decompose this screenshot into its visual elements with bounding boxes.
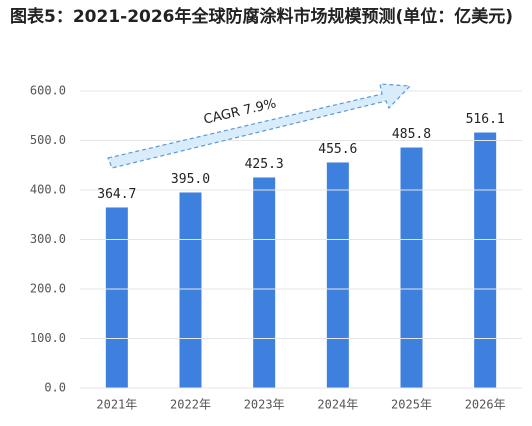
value-label: 516.1 <box>466 112 505 127</box>
bar <box>179 192 202 388</box>
bar <box>326 162 349 388</box>
y-tick-label: 100.0 <box>30 331 66 345</box>
bar <box>105 207 128 388</box>
bar <box>400 147 423 388</box>
x-tick-label: 2023年 <box>244 398 285 412</box>
y-tick-label: 200.0 <box>30 282 66 296</box>
x-tick-label: 2025年 <box>391 398 432 412</box>
value-label: 364.7 <box>97 187 136 202</box>
value-label: 395.0 <box>171 172 210 187</box>
x-tick-label: 2024年 <box>317 398 358 412</box>
y-tick-label: 0.0 <box>44 381 66 395</box>
y-tick-label: 300.0 <box>30 232 66 246</box>
x-tick-label: 2022年 <box>170 398 211 412</box>
bar <box>474 132 497 388</box>
x-tick-label: 2021年 <box>96 398 137 412</box>
value-label: 455.6 <box>318 142 357 157</box>
y-tick-label: 400.0 <box>30 183 66 197</box>
x-tick-label: 2026年 <box>465 398 506 412</box>
y-tick-label: 500.0 <box>30 133 66 147</box>
bar <box>253 177 276 388</box>
value-label: 485.8 <box>392 127 431 142</box>
value-label: 425.3 <box>245 157 284 172</box>
chart-title: 图表5：2021-2026年全球防腐涂料市场规模预测(单位：亿美元) <box>10 7 514 27</box>
y-tick-label: 600.0 <box>30 84 66 98</box>
cagr-arrow <box>107 83 412 169</box>
